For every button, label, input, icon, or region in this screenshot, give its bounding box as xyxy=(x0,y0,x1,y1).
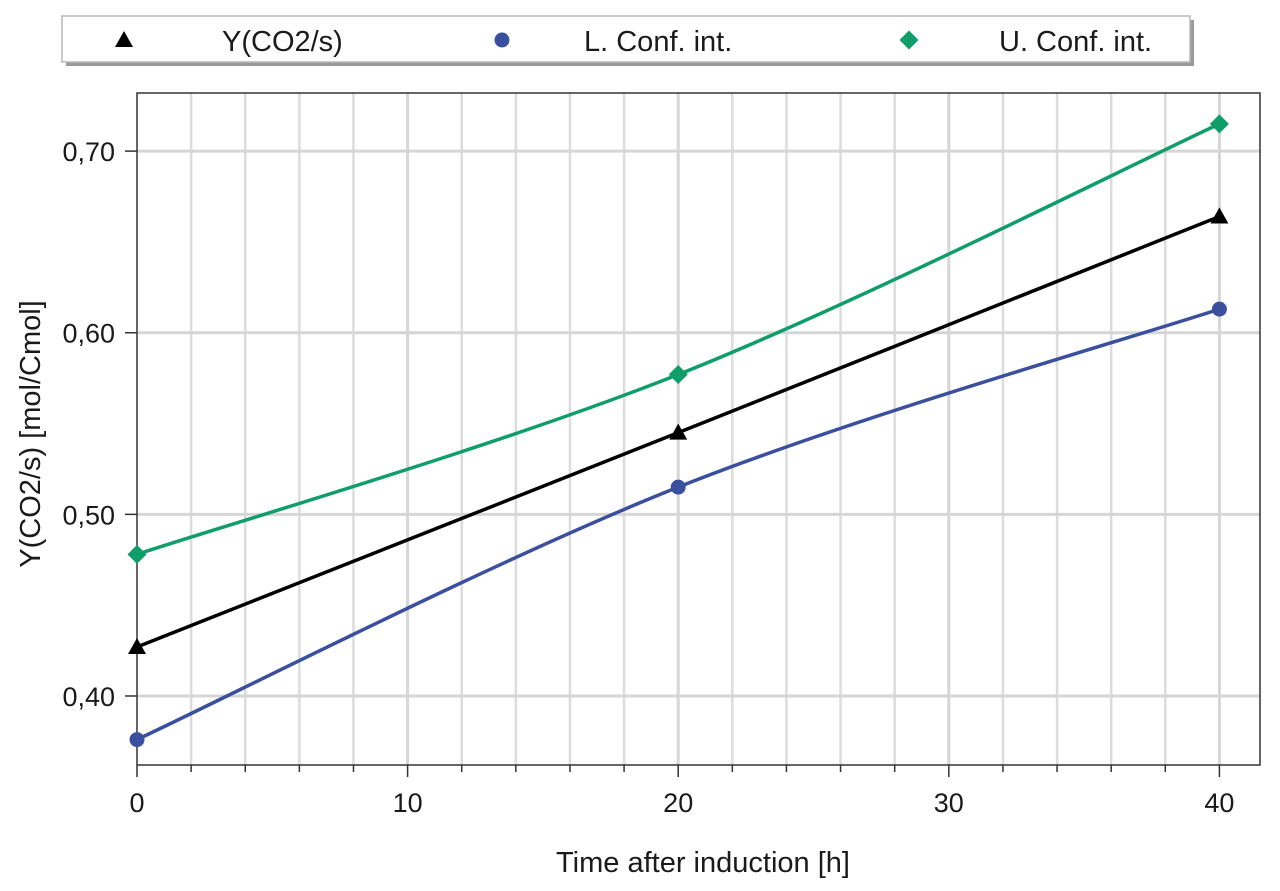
data-point-1 xyxy=(129,732,145,748)
legend-frame xyxy=(61,15,1191,63)
y-tick-label: 0,40 xyxy=(62,682,115,712)
legend-marker-1 xyxy=(494,32,510,48)
y-tick-labels: 0,40 0,50 0,60 0,70 xyxy=(62,137,115,712)
series-markers xyxy=(127,114,1229,748)
legend-label-0: Y(CO2/s) xyxy=(222,26,343,58)
legend-label-1: L. Conf. int. xyxy=(584,26,732,58)
axis-ticks xyxy=(125,150,1221,777)
x-tick-labels: 0 10 20 30 40 xyxy=(129,788,1234,818)
plot-frame xyxy=(136,92,1261,766)
data-point-0 xyxy=(1210,207,1229,224)
data-point-2 xyxy=(668,365,688,385)
y-tick-label: 0,70 xyxy=(62,137,115,167)
x-tick-label: 10 xyxy=(393,788,423,818)
data-point-0 xyxy=(128,637,146,654)
y-tick-label: 0,60 xyxy=(62,319,115,349)
data-point-2 xyxy=(1209,114,1229,134)
x-axis-title: Time after induction [h] xyxy=(556,847,850,879)
data-point-0 xyxy=(669,423,688,440)
minor-grid xyxy=(189,93,1167,765)
legend-marker-2 xyxy=(899,30,919,50)
x-tick-label: 40 xyxy=(1204,788,1234,818)
plot-area xyxy=(125,92,1261,777)
y-tick-label: 0,50 xyxy=(62,500,115,530)
legend-marker-0 xyxy=(115,31,133,47)
legend: Y(CO2/s) L. Conf. int. U. Conf. int. xyxy=(61,15,1194,66)
legend-label-2: U. Conf. int. xyxy=(999,26,1152,58)
data-point-2 xyxy=(127,544,147,564)
x-tick-label: 20 xyxy=(663,788,693,818)
major-grid xyxy=(137,93,1260,765)
y-axis-title: Y(CO2/s) [mol/Cmol] xyxy=(15,300,47,567)
x-tick-label: 30 xyxy=(934,788,964,818)
data-point-1 xyxy=(1211,301,1227,317)
data-point-1 xyxy=(670,479,686,495)
x-tick-label: 0 xyxy=(129,788,144,818)
